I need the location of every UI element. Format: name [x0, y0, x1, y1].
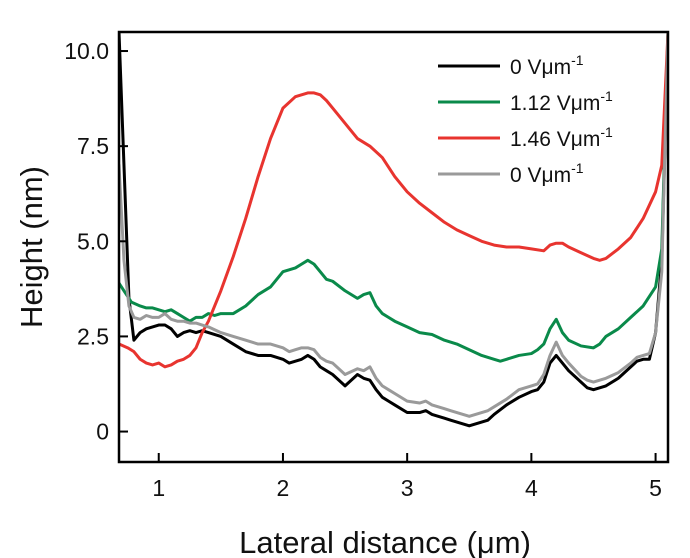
series-line-3 — [119, 32, 668, 369]
y-axis: 0 2.5 5.0 7.5 10.0 — [64, 38, 128, 445]
series-line-1 — [119, 32, 668, 428]
legend-label: 0 Vμm-1 — [510, 160, 584, 187]
series-layer — [119, 32, 668, 428]
x-axis-label: Lateral distance (μm) — [239, 525, 531, 558]
legend-label: 1.12 Vμm-1 — [510, 88, 613, 115]
legend-label: 0 Vμm-1 — [510, 52, 584, 79]
plot-frame — [117, 30, 670, 464]
series-line-2 — [119, 32, 668, 363]
series-line-4 — [119, 32, 668, 418]
y-tick-label: 2.5 — [77, 323, 109, 349]
legend-label: 1.46 Vμm-1 — [510, 124, 613, 151]
y-axis-label: Height (nm) — [14, 166, 49, 328]
x-tick-label: 2 — [277, 475, 290, 501]
y-tick-label: 0 — [96, 419, 109, 445]
x-tick-label: 4 — [525, 475, 538, 501]
x-axis: 1 2 3 4 5 — [152, 453, 662, 501]
legend: 0 Vμm-1 1.12 Vμm-1 1.46 Vμm-1 0 Vμm-1 — [438, 52, 613, 187]
x-tick-label: 3 — [401, 475, 414, 501]
x-tick-label: 1 — [152, 475, 165, 501]
y-tick-label: 10.0 — [64, 38, 109, 64]
y-tick-label: 7.5 — [77, 133, 109, 159]
y-tick-label: 5.0 — [77, 228, 109, 254]
x-tick-label: 5 — [649, 475, 662, 501]
